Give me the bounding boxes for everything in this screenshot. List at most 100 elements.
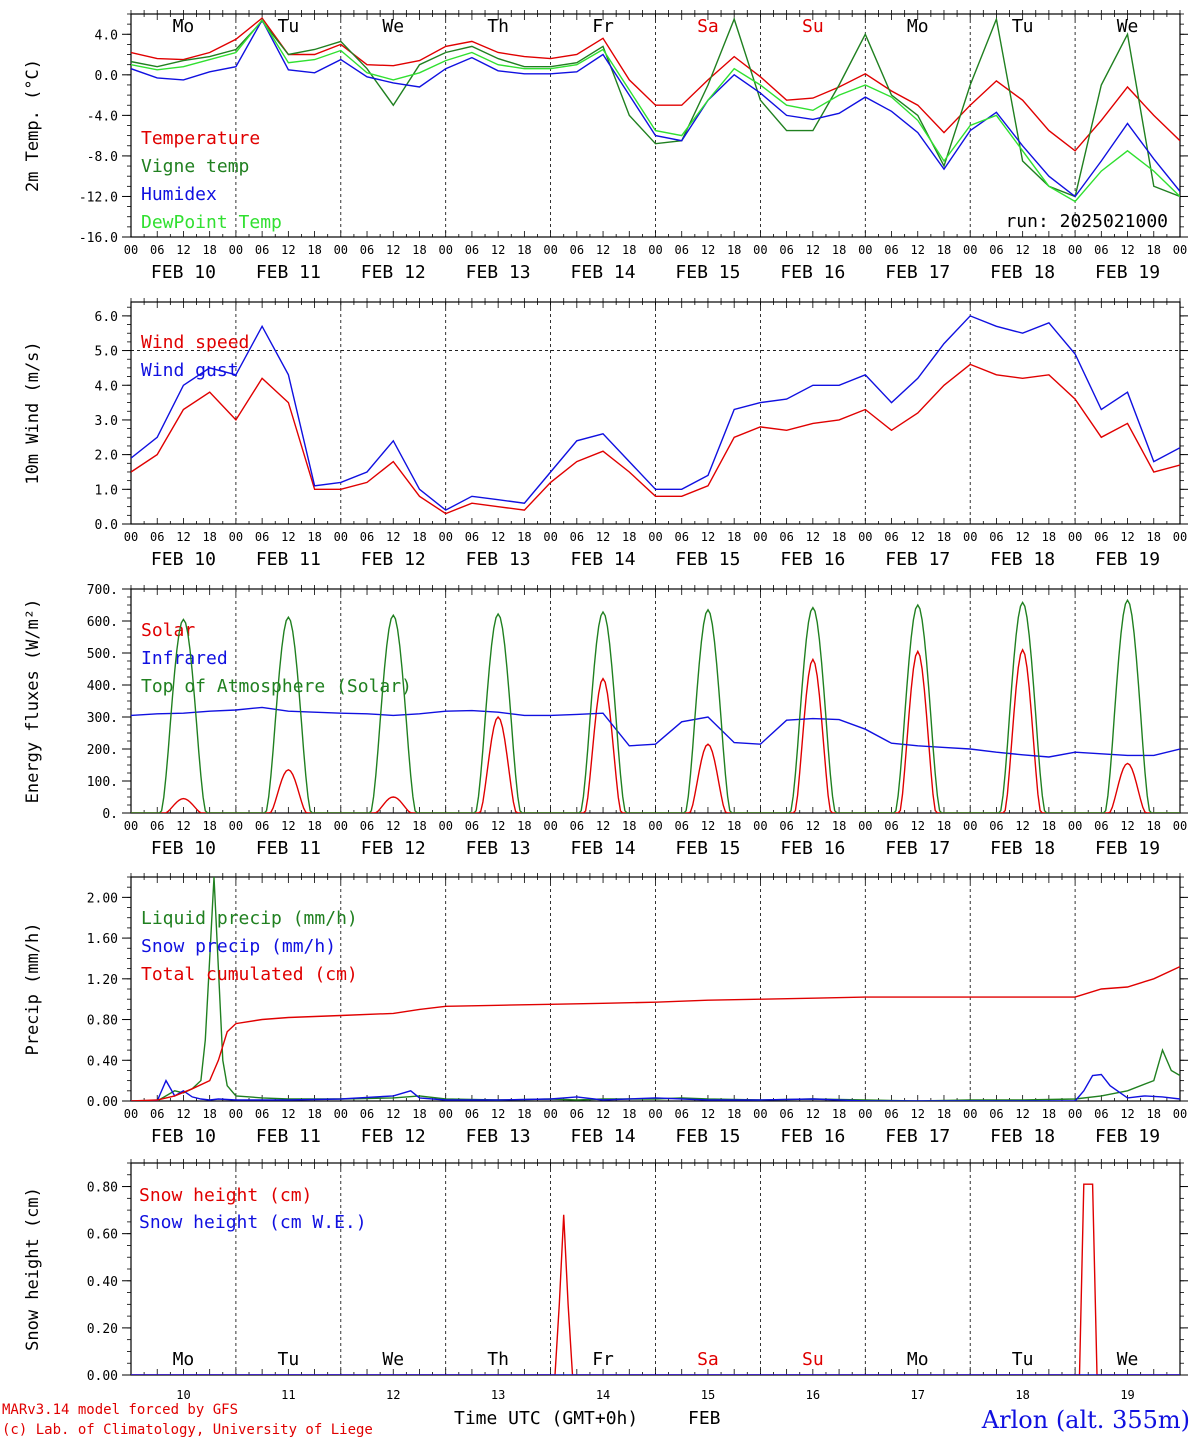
date-label: FEB 18 bbox=[990, 549, 1055, 570]
hour-label: 12 bbox=[281, 530, 295, 544]
hour-label: 00 bbox=[648, 1107, 662, 1121]
y-tick-label: 0.80 bbox=[87, 1181, 118, 1196]
panel-frame bbox=[130, 13, 1181, 238]
hour-label: 12 bbox=[806, 530, 820, 544]
hour-label: 18 bbox=[412, 530, 426, 544]
date-label: FEB 11 bbox=[256, 549, 321, 570]
hour-label: 12 bbox=[701, 530, 715, 544]
hour-label: 00 bbox=[334, 819, 348, 833]
date-label: FEB 18 bbox=[990, 1126, 1055, 1147]
hour-label: 12 bbox=[596, 819, 610, 833]
hour-label: 18 bbox=[412, 243, 426, 257]
y-tick-label: 400. bbox=[87, 679, 118, 694]
hour-label: 06 bbox=[1094, 1107, 1108, 1121]
hour-label: 12 bbox=[386, 530, 400, 544]
date-label: FEB 15 bbox=[675, 838, 740, 859]
hour-label: 12 bbox=[596, 1107, 610, 1121]
series-temperature-3 bbox=[131, 18, 1180, 203]
hour-label: 18 bbox=[727, 819, 741, 833]
day-name-2: We bbox=[382, 1349, 404, 1370]
hour-label: 00 bbox=[753, 243, 767, 257]
y-tick-label: 0.60 bbox=[87, 1228, 118, 1243]
date-label: FEB 11 bbox=[256, 262, 321, 283]
legend-temperature-1: Vigne temp bbox=[141, 156, 249, 177]
day-name-4: Fr bbox=[592, 1349, 614, 1370]
hour-label: 00 bbox=[438, 819, 452, 833]
hour-label: 12 bbox=[176, 1107, 190, 1121]
series-precip-1 bbox=[131, 1073, 1180, 1101]
hour-label: 18 bbox=[517, 819, 531, 833]
hour-label: 06 bbox=[989, 243, 1003, 257]
lab-credit: (c) Lab. of Climatology, University of L… bbox=[2, 1422, 373, 1438]
hour-label: 06 bbox=[255, 1107, 269, 1121]
hour-label: 18 bbox=[727, 1107, 741, 1121]
hour-label: 18 bbox=[937, 243, 951, 257]
y-tick-label: 0.40 bbox=[87, 1275, 118, 1290]
hour-label: 12 bbox=[491, 1107, 505, 1121]
hour-label: 18 bbox=[937, 530, 951, 544]
hour-label: 18 bbox=[622, 1107, 636, 1121]
hour-label: 06 bbox=[779, 243, 793, 257]
y-tick-label: 0.20 bbox=[87, 1322, 118, 1337]
run-annotation: run: 2025021000 bbox=[1005, 211, 1168, 232]
y-tick-label: 0.40 bbox=[87, 1054, 118, 1069]
day-name-4: Fr bbox=[592, 16, 614, 37]
hour-label: 18 bbox=[307, 530, 321, 544]
hour-label: 12 bbox=[386, 1107, 400, 1121]
date-label: FEB 17 bbox=[885, 838, 950, 859]
hour-label: 18 bbox=[622, 819, 636, 833]
y-tick-label: 1.20 bbox=[87, 973, 118, 988]
y-tick-label: 200. bbox=[87, 743, 118, 758]
date-label: FEB 19 bbox=[1095, 838, 1160, 859]
hour-label: 06 bbox=[465, 530, 479, 544]
hour-label: 00 bbox=[753, 1107, 767, 1121]
hour-label: 06 bbox=[465, 819, 479, 833]
date-label: FEB 14 bbox=[571, 838, 636, 859]
hour-label: 12 bbox=[1015, 1107, 1029, 1121]
date-label: FEB 12 bbox=[361, 1126, 426, 1147]
y-tick-label: 2.0 bbox=[95, 449, 118, 464]
panel-snow: 0.80 0.60 0.40 0.20 0.00 Snow height (cm) Mo Tu… bbox=[23, 1159, 1188, 1384]
date-label: FEB 19 bbox=[1095, 1126, 1160, 1147]
series-energy-2 bbox=[131, 598, 1180, 813]
hour-label: 06 bbox=[674, 819, 688, 833]
hour-label: 00 bbox=[1173, 243, 1187, 257]
hour-label: 06 bbox=[674, 243, 688, 257]
date-label: FEB 10 bbox=[151, 1126, 216, 1147]
day-name-9: We bbox=[1117, 1349, 1139, 1370]
legend-energy-2: Top of Atmosphere (Solar) bbox=[141, 676, 412, 697]
y-tick-label: 1.60 bbox=[87, 932, 118, 947]
hour-label: 00 bbox=[1068, 819, 1082, 833]
hour-label: 06 bbox=[779, 530, 793, 544]
legend-temperature-2: Humidex bbox=[141, 184, 217, 205]
date-label: FEB 13 bbox=[466, 1126, 531, 1147]
y-tick-label: 0.00 bbox=[87, 1369, 118, 1384]
hour-label: 00 bbox=[1173, 1107, 1187, 1121]
hour-label: 00 bbox=[753, 530, 767, 544]
hour-label: 06 bbox=[255, 243, 269, 257]
hour-label: 18 bbox=[832, 243, 846, 257]
hour-label: 12 bbox=[176, 530, 190, 544]
y-tick-label: 2.00 bbox=[87, 891, 118, 906]
hour-label: 06 bbox=[465, 1107, 479, 1121]
day-name-9: We bbox=[1117, 16, 1139, 37]
panel-temperature: 4.0 0.0 -4.0 -8.0 -12.0 -16.0 2m Temp. (°C) run… bbox=[23, 10, 1188, 283]
hour-label: 00 bbox=[334, 243, 348, 257]
hour-label: 12 bbox=[491, 530, 505, 544]
day-number: 13 bbox=[491, 1388, 505, 1402]
hour-label: 00 bbox=[543, 819, 557, 833]
hour-label: 06 bbox=[884, 530, 898, 544]
hour-label: 00 bbox=[648, 243, 662, 257]
hour-label: 06 bbox=[674, 530, 688, 544]
hour-label: 06 bbox=[570, 243, 584, 257]
hour-label: 00 bbox=[648, 530, 662, 544]
hour-label: 00 bbox=[963, 819, 977, 833]
legend-wind-1: Wind gust bbox=[141, 360, 239, 381]
day-number: 16 bbox=[806, 1388, 820, 1402]
y-tick-label: 600. bbox=[87, 615, 118, 630]
date-label: FEB 11 bbox=[256, 1126, 321, 1147]
hour-label: 00 bbox=[1068, 530, 1082, 544]
hour-label: 12 bbox=[281, 243, 295, 257]
date-label: FEB 13 bbox=[466, 838, 531, 859]
date-label: FEB 16 bbox=[780, 1126, 845, 1147]
